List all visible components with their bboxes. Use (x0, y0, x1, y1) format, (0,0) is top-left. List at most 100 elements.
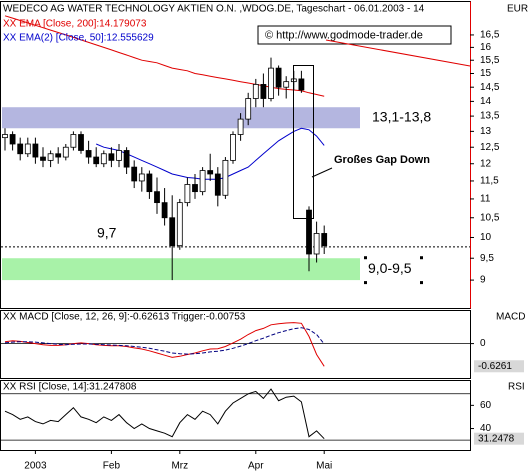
gap-arrow (311, 167, 333, 178)
last-value-label: -0.6261 (478, 361, 512, 372)
annotation: Großes Gap Down (334, 154, 430, 166)
y-tick-label: 14 (480, 96, 492, 107)
x-tick-label: 2003 (24, 461, 47, 472)
candle-body (116, 150, 122, 161)
candle-body (283, 81, 290, 88)
candle-body (237, 118, 244, 135)
candle-body (2, 134, 8, 139)
candle-body (306, 209, 312, 255)
candle-body (40, 156, 46, 161)
macd-panel-frame (0, 310, 471, 379)
candle-body (24, 143, 31, 155)
zone-label: 13,1-13,8 (372, 108, 431, 124)
candle-body (70, 134, 77, 148)
y-tick-label: 11 (480, 194, 491, 205)
watermark: © http://www.godmode-trader.de (265, 29, 423, 41)
y-tick-label: 10 (480, 232, 492, 243)
candle-body (93, 156, 100, 165)
candle-body (169, 217, 176, 247)
candle-body (161, 202, 168, 219)
candle-body (214, 173, 221, 196)
watermark-box (257, 25, 452, 45)
indicator-line (4, 388, 325, 440)
y-tick-label: 11,5 (480, 176, 499, 187)
candle-body (62, 146, 69, 158)
x-tick-label: Mrz (171, 461, 188, 472)
candle-body (78, 134, 84, 151)
y-tick-label: 0 (480, 338, 486, 349)
y-tick-label: 14,5 (480, 82, 500, 93)
candle-body (32, 143, 39, 158)
trend-line (325, 39, 471, 67)
candle-body (17, 143, 24, 155)
x-tick-label: Feb (103, 461, 121, 472)
candle-body (268, 67, 274, 99)
legend-entry: XX EMA [Close, 200]:14.179073 (3, 19, 147, 30)
macd-title: XX MACD [Close, 12, 26, 9]:-0.62613 Trig… (3, 312, 246, 323)
y-tick-label: 12,5 (480, 142, 500, 153)
y-tick-label: 16 (480, 42, 492, 53)
candle-body (298, 78, 305, 91)
chart-title: WEDECO AG WATER TECHNOLOGY AKTIEN O.N. ,… (3, 4, 425, 15)
y-tick-label: 40 (480, 423, 492, 434)
x-tick-label: Apr (248, 461, 264, 472)
gap-box (293, 65, 314, 219)
candle-body (222, 159, 229, 196)
label-marker (420, 281, 423, 285)
candle-body (138, 173, 145, 182)
candle-body (47, 153, 54, 161)
last-value-box (474, 432, 524, 445)
zone-label: 9,0-9,5 (368, 260, 412, 276)
candle-body (85, 150, 92, 158)
y-tick-label: 13,5 (480, 111, 500, 122)
zone-band (2, 258, 360, 281)
candle-body (275, 67, 282, 88)
y-tick-label: 13 (480, 126, 492, 137)
candle-body (252, 84, 259, 99)
label-marker (364, 256, 367, 260)
y-tick-label: 9 (480, 275, 486, 286)
candle-body (131, 166, 138, 182)
y-tick-label: 9,5 (480, 253, 494, 264)
y-tick-label: 16,5 (480, 30, 500, 41)
label-marker (364, 281, 367, 285)
plot-layer: 13,1-13,8 9,0-9,5 9,7 Großes Gap Down 9 9,5 10… (1, 15, 524, 472)
candle-body (207, 170, 214, 175)
candle-body (313, 233, 320, 255)
candle-body (260, 84, 267, 99)
y-tick-label: 60 (480, 400, 492, 411)
candle-body (176, 202, 183, 247)
annotation: 9,7 (97, 225, 117, 241)
candle-body (245, 98, 252, 120)
candle-body (146, 173, 153, 193)
y-tick-label: 12 (480, 158, 492, 169)
y-tick-label: 15,5 (480, 55, 500, 66)
axis-unit: EUR (507, 4, 528, 15)
x-tick-label: Mai (316, 461, 332, 472)
y-tick-label: 10,5 (480, 212, 500, 223)
candle-body (321, 233, 328, 247)
macd-axis-label: MACD (496, 312, 525, 323)
candle-body (55, 153, 62, 158)
rsi-panel-frame (0, 380, 471, 451)
candle-body (230, 134, 236, 161)
last-value-box (474, 360, 524, 373)
candle-body (184, 184, 191, 204)
y-tick-label: 15 (480, 68, 492, 79)
label-marker (420, 256, 423, 260)
candle-body (123, 150, 130, 168)
legend-entry: XX EMA(2) [Close, 50]:12.555629 (3, 33, 154, 44)
candle-body (192, 184, 198, 193)
candle-body (199, 170, 206, 193)
candle-body (100, 153, 107, 165)
candle-body (108, 153, 115, 161)
zone-band (2, 107, 360, 129)
last-value-label: 31.2478 (478, 433, 515, 444)
candle-body (9, 134, 16, 145)
rsi-axis-label: RSI (508, 382, 525, 393)
candle-body (154, 191, 160, 204)
rsi-title: XX RSI [Close, 14]:31.247808 (3, 382, 137, 393)
